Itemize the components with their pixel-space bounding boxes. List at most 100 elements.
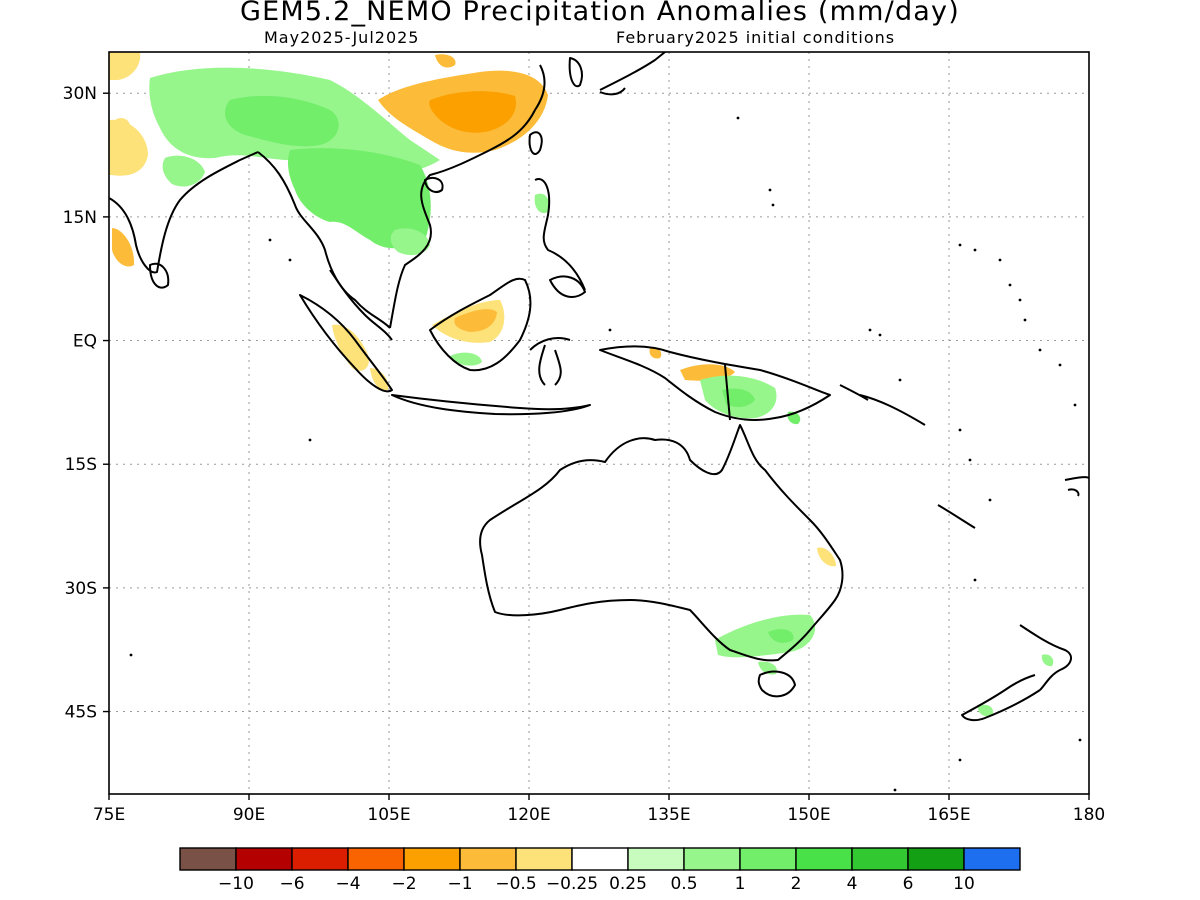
colorbar-label: 1 bbox=[735, 874, 746, 894]
colorbar-label: 0.25 bbox=[609, 874, 647, 894]
anomaly-region-nw-corner-dry bbox=[109, 52, 141, 80]
colorbar-swatch bbox=[235, 847, 293, 871]
colorbar-swatch bbox=[851, 847, 909, 871]
lat-tick-label: 15S bbox=[65, 455, 97, 475]
colorbar-label: −6 bbox=[279, 874, 304, 894]
coastline-nz-south bbox=[961, 674, 1041, 722]
anomaly-region-sulawesi-wet bbox=[450, 352, 482, 366]
colorbar-swatch bbox=[403, 847, 461, 871]
coastline-hainan bbox=[424, 177, 444, 193]
coastline-layer bbox=[109, 52, 1089, 722]
colorbar-label: −2 bbox=[391, 874, 416, 894]
anomaly-region-indochina bbox=[287, 148, 431, 249]
anomaly-region-nz-wet bbox=[1041, 654, 1054, 667]
anomaly-region-se-australia-core bbox=[768, 629, 794, 643]
coastline-taiwan bbox=[528, 131, 543, 155]
colorbar-swatch bbox=[571, 847, 629, 871]
anomaly-region-china-dry-small bbox=[435, 54, 456, 68]
anomaly-region-india-north bbox=[162, 155, 205, 187]
anomaly-region-sumatra-dry bbox=[332, 324, 369, 371]
lat-lon-grid bbox=[109, 52, 1089, 794]
colorbar: −10 −6 −4 −2 −1 −0.5 −0.25 0.25 0.5 1 2 4 6 10 bbox=[179, 847, 1021, 894]
map-title: GEM5.2_NEMO Precipitation Anomalies (mm/… bbox=[240, 0, 960, 27]
plot-frame bbox=[108, 51, 1090, 795]
period-subtitle: May2025-Jul2025 bbox=[264, 28, 420, 47]
coastline-sulawesi bbox=[529, 337, 571, 386]
colorbar-label: 4 bbox=[847, 874, 858, 894]
coastline-india bbox=[109, 151, 259, 274]
colorbar-swatch bbox=[627, 847, 685, 871]
lon-tick-label: 90E bbox=[233, 805, 265, 825]
colorbar-swatch bbox=[739, 847, 797, 871]
anomaly-fill-layer bbox=[109, 52, 1054, 717]
anomaly-region-sumatra-dry2 bbox=[370, 368, 389, 391]
colorbar-label: −0.25 bbox=[546, 874, 598, 894]
colorbar-swatch bbox=[291, 847, 349, 871]
coastline-australia bbox=[479, 424, 844, 662]
colorbar-label: 0.5 bbox=[670, 874, 697, 894]
anomaly-region-china-dry-core bbox=[429, 91, 516, 133]
lon-tick-label: 135E bbox=[647, 805, 690, 825]
lat-tick-label: 15N bbox=[63, 208, 97, 228]
anomaly-region-india-south-dry bbox=[112, 228, 135, 267]
border-png bbox=[724, 364, 731, 421]
colorbar-swatch bbox=[515, 847, 573, 871]
coastline-myanmar bbox=[257, 151, 391, 329]
anomaly-region-newguinea-dry-small bbox=[649, 347, 662, 359]
colorbar-label: −4 bbox=[335, 874, 360, 894]
coastline-solomon bbox=[839, 384, 926, 426]
coastline-korea bbox=[568, 57, 583, 88]
anomaly-region-nz-wet2 bbox=[977, 704, 994, 717]
coastline-japan bbox=[599, 52, 666, 96]
lon-tick-label: 150E bbox=[787, 805, 830, 825]
colorbar-swatch bbox=[683, 847, 741, 871]
anomaly-region-india-west-dry bbox=[109, 119, 148, 176]
anomaly-region-borneo-dry-core bbox=[454, 309, 497, 332]
anomaly-region-indochina-light bbox=[390, 228, 430, 256]
anomaly-region-se-australia-wet bbox=[715, 614, 816, 658]
colorbar-swatch bbox=[459, 847, 517, 871]
coastline-malay bbox=[329, 269, 393, 341]
lat-tick-label: 30N bbox=[63, 84, 97, 104]
anomaly-region-qld-dry bbox=[817, 547, 836, 567]
colorbar-swatch bbox=[795, 847, 853, 871]
lon-tick-label: 120E bbox=[507, 805, 550, 825]
coastline-nz-north bbox=[1019, 624, 1072, 691]
lon-tick-label: 75E bbox=[93, 805, 125, 825]
colorbar-swatch bbox=[347, 847, 405, 871]
colorbar-swatch bbox=[963, 847, 1021, 871]
lon-tick-label: 180 bbox=[1073, 805, 1105, 825]
coastline-new-guinea bbox=[599, 345, 831, 421]
coastline-new-caledonia bbox=[937, 504, 976, 529]
lon-tick-label: 105E bbox=[367, 805, 410, 825]
coastline-java bbox=[391, 394, 591, 416]
coastline-tasmania bbox=[757, 670, 796, 698]
coastline-sumatra bbox=[299, 294, 393, 393]
colorbar-label: 6 bbox=[903, 874, 914, 894]
coastline-mindanao bbox=[549, 275, 586, 298]
coastline-borneo bbox=[429, 277, 532, 372]
coastline-fiji bbox=[1064, 476, 1089, 497]
colorbar-label: −0.5 bbox=[495, 874, 536, 894]
coastline-luzon bbox=[534, 178, 586, 291]
colorbar-swatch bbox=[179, 847, 237, 871]
anomaly-region-newguinea-wet-core bbox=[722, 388, 755, 408]
lat-tick-label: EQ bbox=[73, 332, 97, 352]
colorbar-label: −10 bbox=[218, 874, 254, 894]
island-dots-layer bbox=[129, 116, 1082, 792]
lon-tick-label: 165E bbox=[927, 805, 970, 825]
initial-conditions-subtitle: February2025 initial conditions bbox=[616, 28, 896, 47]
longitude-ticks: 75E 90E 105E 120E 135E 150E 165E 180 bbox=[93, 794, 1105, 825]
colorbar-swatch bbox=[907, 847, 965, 871]
colorbar-label: 10 bbox=[953, 874, 975, 894]
coastline-sri-lanka bbox=[149, 262, 170, 289]
coastline-indochina bbox=[389, 64, 546, 329]
latitude-ticks: 30N 15N EQ 15S 30S 45S bbox=[63, 84, 109, 723]
anomaly-region-india-west-dry2 bbox=[115, 118, 131, 133]
colorbar-label: 2 bbox=[791, 874, 802, 894]
anomaly-region-himalaya-core bbox=[225, 95, 339, 147]
lat-tick-label: 45S bbox=[65, 703, 97, 723]
anomaly-region-luzon-wet bbox=[534, 193, 550, 214]
lat-tick-label: 30S bbox=[65, 579, 97, 599]
